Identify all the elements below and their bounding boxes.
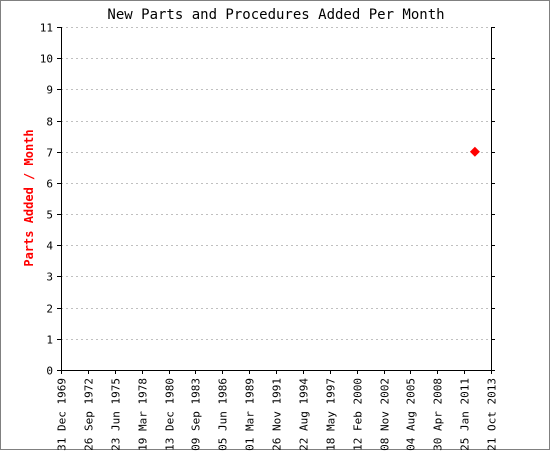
x-tick-label: 23 Jun 1975	[110, 378, 123, 451]
x-tick-label: 26 Sep 1972	[83, 378, 96, 451]
y-tick-label: 6	[46, 178, 53, 191]
y-tick-label: 10	[40, 53, 53, 66]
data-points	[470, 147, 480, 157]
x-ticks: 31 Dec 1969 26 Sep 1972 23 Jun 1975 19 Mar …	[56, 370, 499, 451]
x-tick-label: 31 Dec 1969	[56, 378, 69, 451]
y-tick-label: 8	[46, 116, 53, 129]
y-tick-label: 4	[46, 240, 53, 253]
grid-lines	[61, 28, 491, 340]
x-tick-label: 01 Mar 1989	[244, 378, 257, 451]
y-ticks: 0 1 2 3 4 5 6 7 8 9 10 11	[40, 22, 495, 378]
x-tick-label: 19 Mar 1978	[137, 378, 150, 451]
axes	[61, 27, 492, 371]
x-tick-label: 21 Oct 2013	[486, 378, 499, 451]
x-tick-label: 04 Aug 2005	[405, 378, 418, 451]
x-tick-label: 30 Apr 2008	[432, 378, 445, 451]
y-tick-label: 7	[46, 147, 53, 160]
data-point	[470, 147, 480, 157]
x-tick-label: 25 Jan 2011	[459, 378, 472, 451]
y-tick-label: 3	[46, 271, 53, 284]
y-tick-label: 5	[46, 209, 53, 222]
x-tick-label: 05 Jun 1986	[217, 378, 230, 451]
x-tick-label: 13 Dec 1980	[164, 378, 177, 451]
x-tick-label: 12 Feb 2000	[352, 378, 365, 451]
x-tick-label: 22 Aug 1994	[298, 378, 311, 451]
y-tick-label: 9	[46, 84, 53, 97]
x-tick-label: 26 Nov 1991	[271, 378, 284, 451]
y-axis-label: Parts Added / Month	[22, 129, 36, 266]
chart-title: New Parts and Procedures Added Per Month	[107, 7, 444, 23]
y-tick-label: 0	[46, 365, 53, 378]
y-tick-label: 1	[46, 334, 53, 347]
x-tick-label: 09 Sep 1983	[190, 378, 203, 451]
x-tick-label: 08 Nov 2002	[379, 378, 392, 451]
y-tick-label: 2	[46, 303, 53, 316]
y-tick-label: 11	[40, 22, 53, 35]
x-tick-label: 18 May 1997	[325, 378, 338, 451]
